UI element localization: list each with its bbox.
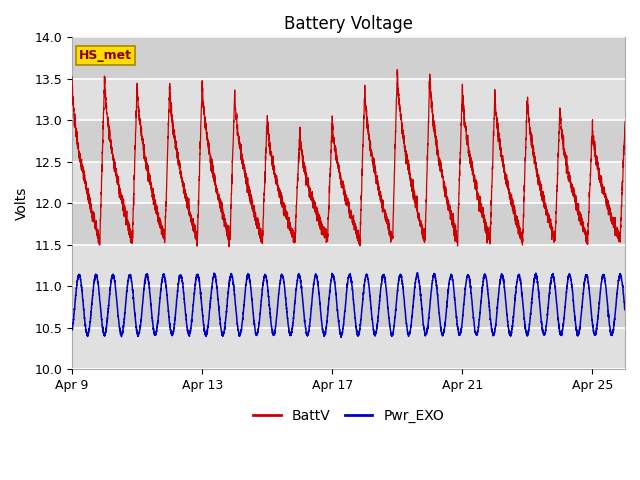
Bar bbox=[72, 162, 625, 203]
Bar bbox=[72, 286, 625, 328]
Legend: BattV, Pwr_EXO: BattV, Pwr_EXO bbox=[248, 403, 450, 429]
Title: Battery Voltage: Battery Voltage bbox=[284, 15, 413, 33]
Y-axis label: Volts: Volts bbox=[15, 187, 29, 220]
Bar bbox=[72, 79, 625, 120]
Bar bbox=[72, 245, 625, 286]
Bar bbox=[72, 328, 625, 369]
Bar bbox=[72, 37, 625, 79]
Text: HS_met: HS_met bbox=[79, 49, 132, 62]
Bar bbox=[72, 120, 625, 162]
Bar bbox=[72, 203, 625, 245]
